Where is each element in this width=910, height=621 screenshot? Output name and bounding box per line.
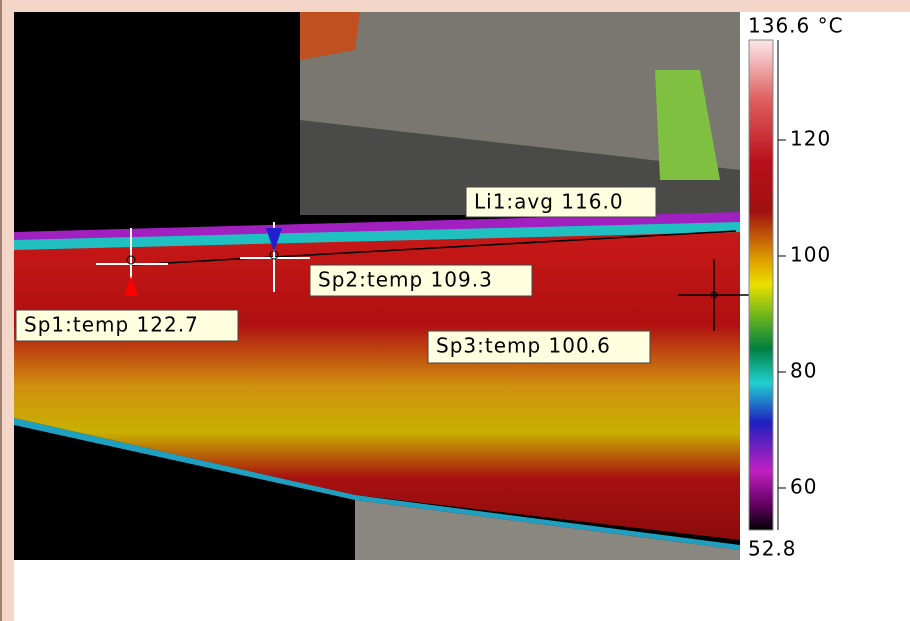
frame (0, 0, 14, 621)
thermal-view: Li1:avg 116.0 Sp2:temp 109.3 Sp1:temp 12… (0, 0, 910, 621)
screenshot: Li1:avg 116.0 Sp2:temp 109.3 Sp1:temp 12… (0, 0, 910, 621)
sp1-label: Sp1:temp 122.7 (24, 313, 199, 337)
scale-tick-label: 60 (790, 475, 817, 499)
scale-tick-label: 120 (790, 127, 831, 151)
frame-edge (0, 0, 2, 621)
scale-min: 52.8 (748, 537, 797, 561)
scale-max: 136.6 °C (748, 14, 844, 38)
color-scale (749, 40, 773, 530)
scale-tick-label: 100 (790, 243, 831, 267)
scale-tick-label: 80 (790, 359, 817, 383)
li1-label: Li1:avg 116.0 (474, 190, 624, 214)
sp3-label: Sp3:temp 100.6 (436, 334, 611, 358)
frame (0, 0, 910, 12)
sp2-label: Sp2:temp 109.3 (318, 268, 493, 292)
